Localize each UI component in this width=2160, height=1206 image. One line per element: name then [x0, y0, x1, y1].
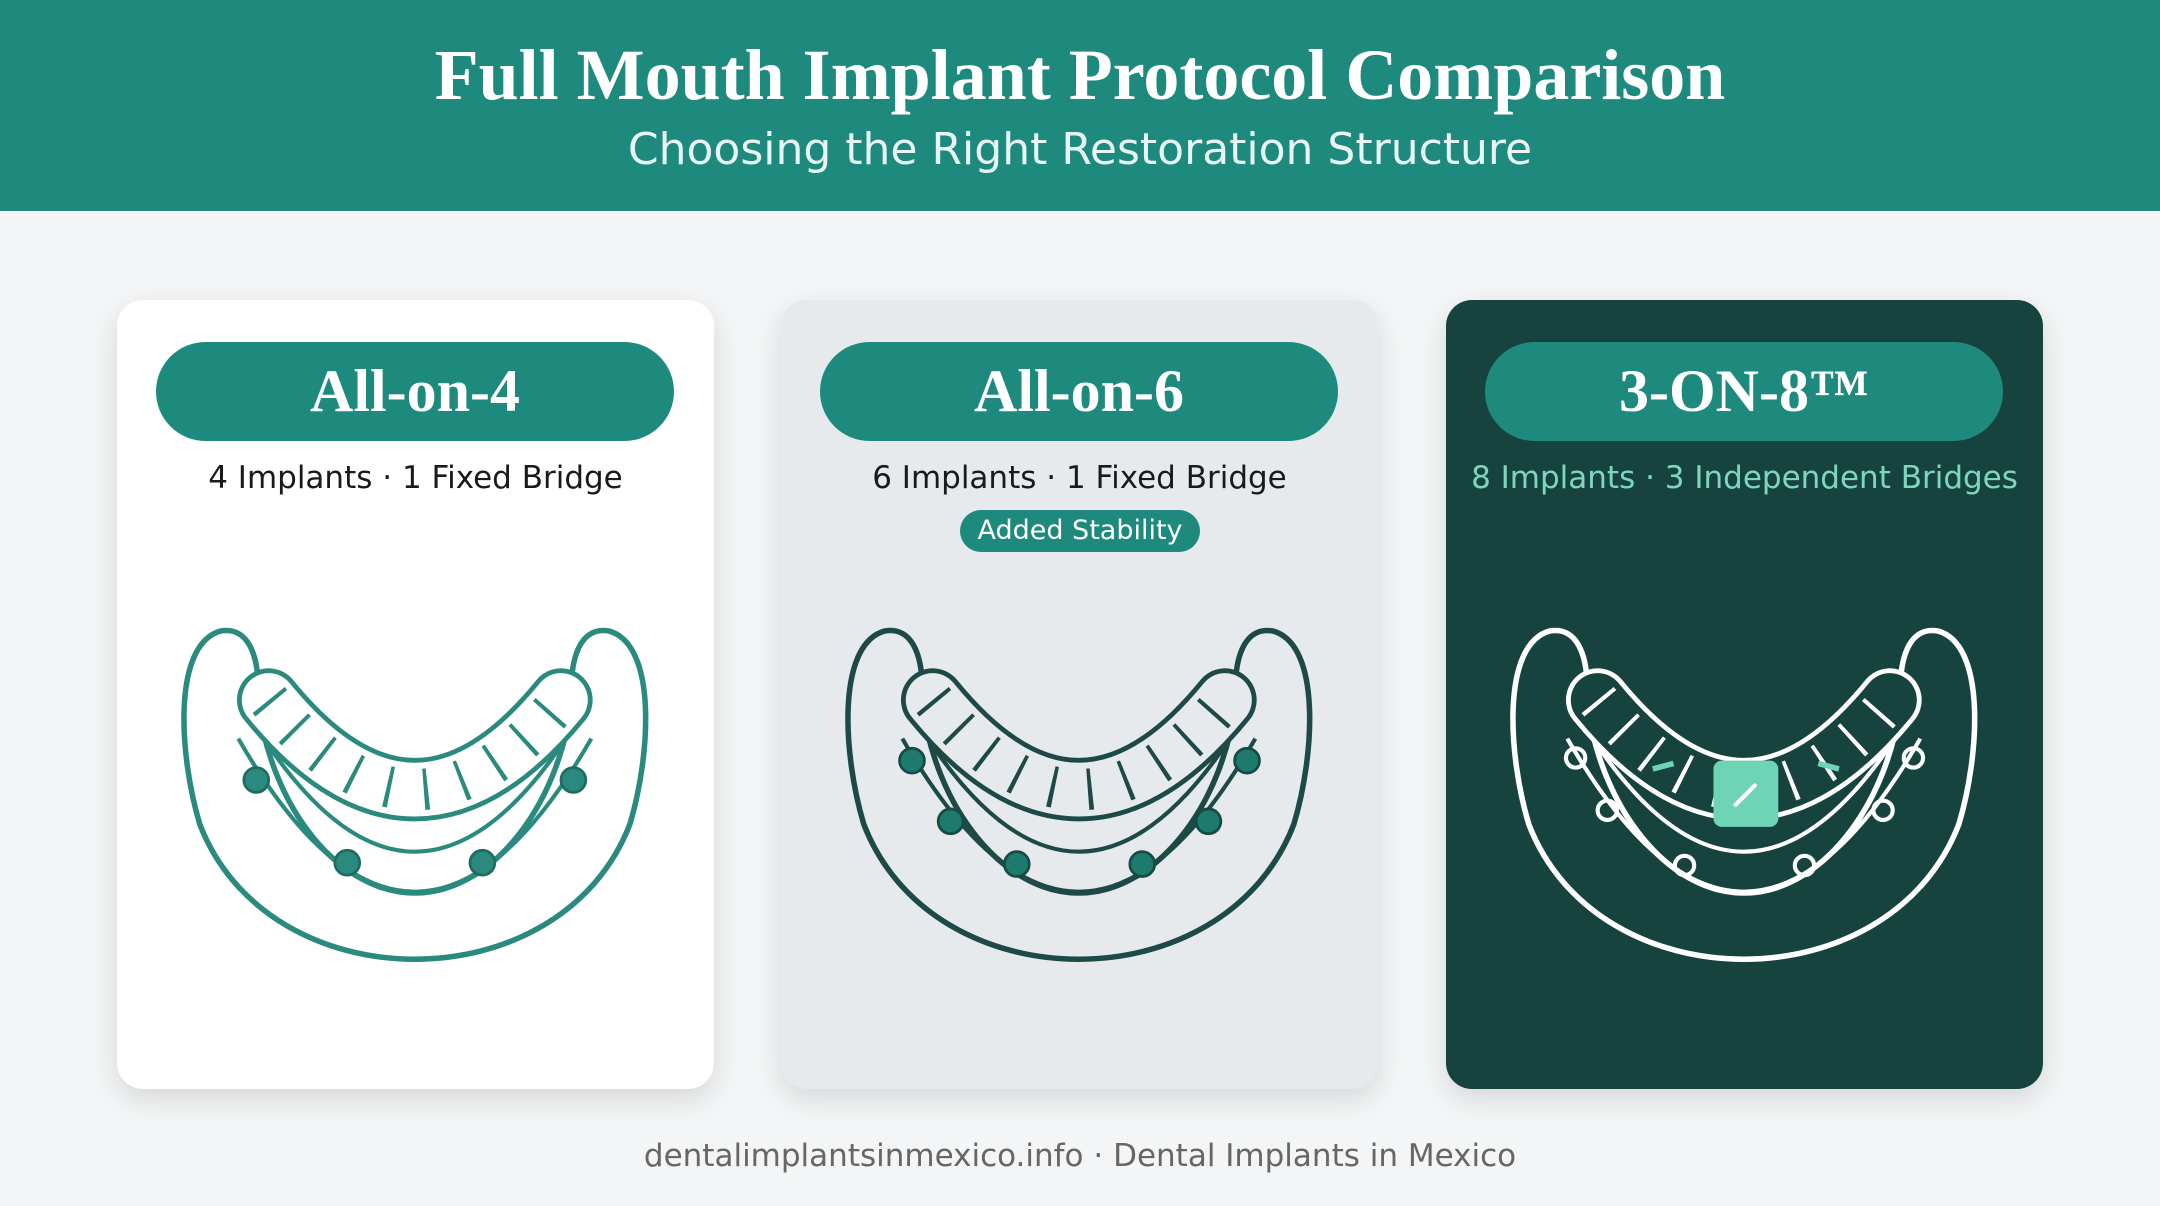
subtitle: Choosing the Right Restoration Structure — [627, 124, 1533, 175]
card-subtitle: 6 Implants · 1 Fixed Bridge — [872, 460, 1287, 496]
illustration — [1446, 300, 2043, 1089]
header: Full Mouth Implant Protocol Comparison C… — [0, 0, 2160, 211]
card-subtitle: 8 Implants · 3 Independent Bridges — [1471, 460, 2018, 496]
illustration — [117, 300, 714, 1089]
illustration — [781, 300, 1378, 1089]
badge: Added Stability — [960, 510, 1200, 552]
title: Full Mouth Implant Protocol Comparison — [434, 35, 1726, 115]
card-subtitle: 4 Implants · 1 Fixed Bridge — [208, 460, 623, 496]
card-title: 3-ON-8™ — [1485, 342, 2003, 441]
card: All-on-4 4 Implants · 1 Fixed Bridge — [117, 300, 714, 1089]
footer: dentalimplantsinmexico.info · Dental Imp… — [643, 1138, 1517, 1174]
card-title: All-on-6 — [820, 342, 1338, 441]
card: All-on-6 6 Implants · 1 Fixed Bridge Add… — [781, 300, 1378, 1089]
card: 3-ON-8™ 8 Implants · 3 Independent Bridg… — [1446, 300, 2043, 1089]
card-title: All-on-4 — [156, 342, 674, 441]
